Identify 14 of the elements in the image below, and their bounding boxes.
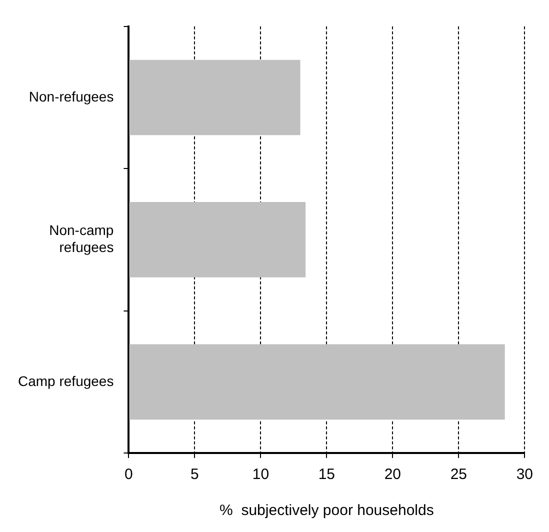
x-tick-label: 5 [190,466,199,484]
y-tick-label: Non-camp refugees [49,222,114,255]
y-tick-label: Camp refugees [18,372,114,389]
x-tick-label: 15 [318,466,336,484]
bar [129,344,505,420]
x-tick-label: 25 [450,466,468,484]
x-tick-label: 0 [124,466,133,484]
x-axis-title: % subjectively poor households [220,502,434,520]
x-tick-label: 10 [252,466,270,484]
x-tick-label: 30 [516,466,533,484]
bar [129,60,300,136]
bar [129,202,306,278]
x-tick-label: 20 [384,466,402,484]
y-tick-label: Non-refugees [28,88,114,104]
